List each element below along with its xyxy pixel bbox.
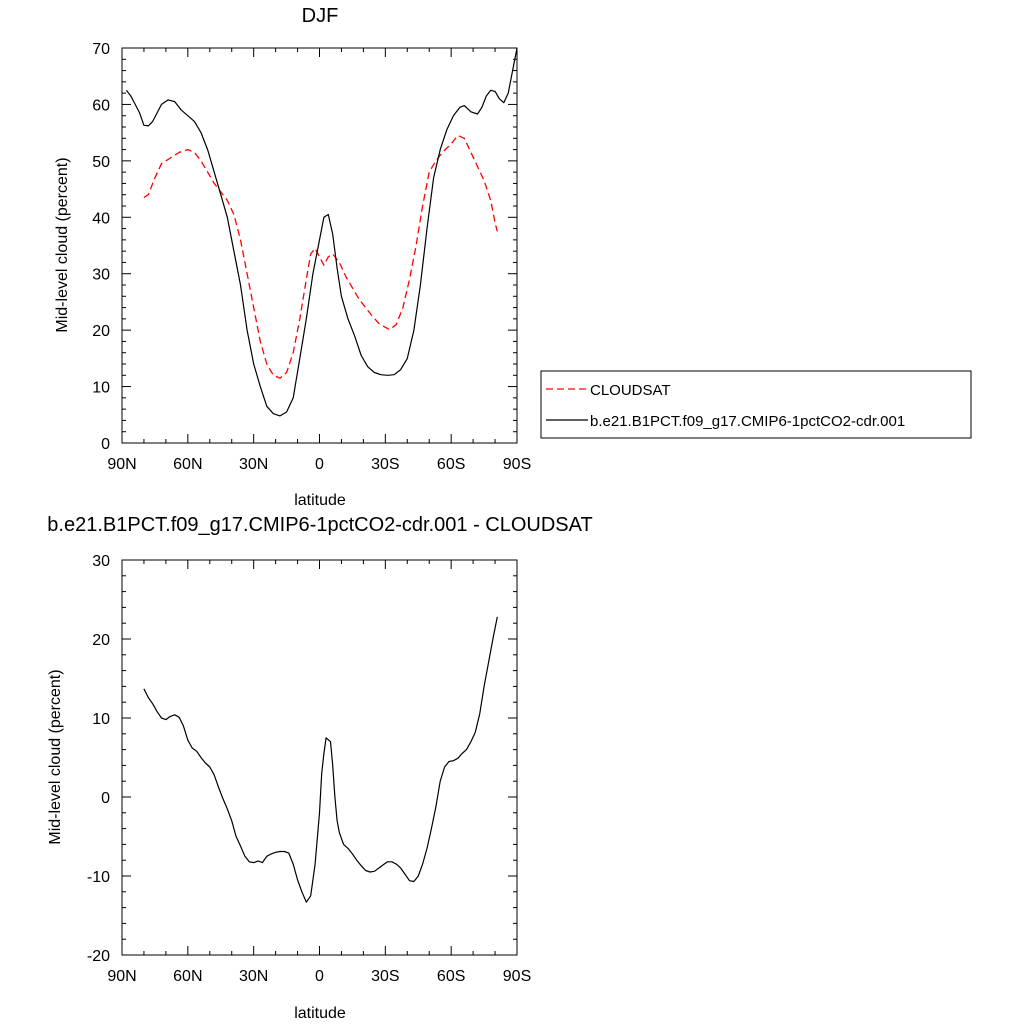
series-line-1-0 bbox=[143, 616, 498, 903]
top-x-axis-label: latitude bbox=[294, 492, 346, 509]
y-tick-label: 0 bbox=[101, 436, 110, 453]
bottom-chart-title: b.e21.B1PCT.f09_g17.CMIP6-1pctCO2-cdr.00… bbox=[47, 514, 592, 536]
x-tick-label: 60S bbox=[437, 456, 465, 473]
legend-label-cloudsat: CLOUDSAT bbox=[590, 382, 671, 399]
y-tick-label: 10 bbox=[92, 711, 110, 728]
top-chart-title: DJF bbox=[302, 5, 339, 27]
bottom-y-axis-label: Mid-level cloud (percent) bbox=[47, 669, 64, 844]
y-tick-label: 30 bbox=[92, 267, 110, 284]
series-line-0-0 bbox=[143, 134, 498, 379]
legend-label-model: b.e21.B1PCT.f09_g17.CMIP6-1pctCO2-cdr.00… bbox=[590, 413, 905, 430]
x-tick-label: 0 bbox=[315, 968, 324, 985]
bottom-chart-panel: b.e21.B1PCT.f09_g17.CMIP6-1pctCO2-cdr.00… bbox=[47, 514, 593, 1022]
y-tick-label: 50 bbox=[92, 154, 110, 171]
top-chart-panel: DJF 90N 60N 30N 0 30S 60S 90S 0 10 20 30 40 50 60 70 l… bbox=[54, 5, 531, 509]
x-tick-label: 60S bbox=[437, 968, 465, 985]
x-tick-label: 90S bbox=[503, 968, 531, 985]
top-y-axis-label: Mid-level cloud (percent) bbox=[54, 157, 71, 332]
bottom-series bbox=[143, 616, 498, 903]
x-tick-label: 90S bbox=[503, 456, 531, 473]
legend-box bbox=[540, 370, 972, 439]
x-tick-label: 0 bbox=[315, 456, 324, 473]
series-line-0-1 bbox=[125, 47, 518, 417]
y-tick-label: -10 bbox=[87, 869, 110, 886]
x-tick-label: 30N bbox=[239, 456, 268, 473]
x-tick-label: 90N bbox=[107, 968, 136, 985]
x-tick-label: 30S bbox=[371, 968, 399, 985]
top-plot-frame bbox=[121, 47, 518, 444]
top-ticks: 90N 60N 30N 0 30S 60S 90S 0 10 20 30 40 50 60 70 bbox=[92, 41, 531, 473]
x-tick-label: 60N bbox=[173, 456, 202, 473]
legend: CLOUDSAT b.e21.B1PCT.f09_g17.CMIP6-1pctC… bbox=[540, 370, 972, 439]
y-tick-label: 20 bbox=[92, 632, 110, 649]
y-tick-label: 10 bbox=[92, 380, 110, 397]
y-tick-label: 60 bbox=[92, 97, 110, 114]
x-tick-label: 60N bbox=[173, 968, 202, 985]
bottom-ticks: 90N 60N 30N 0 30S 60S 90S -20 -10 0 10 20 30 bbox=[87, 553, 531, 985]
top-series bbox=[125, 47, 518, 417]
x-tick-label: 30S bbox=[371, 456, 399, 473]
x-tick-label: 90N bbox=[107, 456, 136, 473]
y-tick-label: 0 bbox=[101, 790, 110, 807]
y-tick-label: -20 bbox=[87, 948, 110, 965]
y-tick-label: 30 bbox=[92, 553, 110, 570]
y-tick-label: 20 bbox=[92, 323, 110, 340]
y-tick-label: 70 bbox=[92, 41, 110, 58]
y-tick-label: 40 bbox=[92, 210, 110, 227]
x-tick-label: 30N bbox=[239, 968, 268, 985]
bottom-x-axis-label: latitude bbox=[294, 1005, 346, 1022]
